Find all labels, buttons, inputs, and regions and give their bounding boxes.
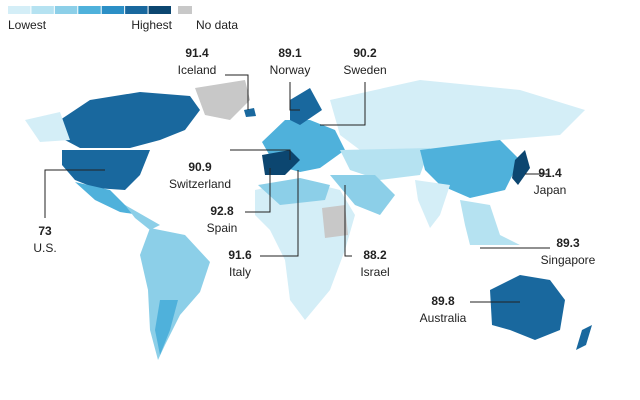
legend-high-label: Highest [131, 18, 172, 32]
callout-value: 73 [38, 224, 52, 238]
legend-swatch [8, 6, 31, 14]
callout-name: Sweden [343, 63, 386, 77]
central-america [125, 205, 160, 230]
callout-name: Singapore [541, 253, 596, 267]
leader-line [245, 168, 271, 213]
leader-line [289, 82, 300, 111]
callout-name: Israel [360, 265, 389, 279]
callout-value: 88.2 [363, 248, 387, 262]
callout-value: 90.9 [188, 160, 212, 174]
legend-no-data-swatch [178, 6, 192, 14]
legend-swatch [54, 6, 78, 14]
callout-value: 91.4 [185, 46, 209, 60]
greenland [195, 80, 250, 120]
china [420, 140, 520, 198]
callout-name: Spain [207, 221, 238, 235]
leader-line [44, 169, 105, 218]
mexico [75, 182, 140, 215]
middle-east [330, 175, 395, 215]
callout-name: Italy [229, 265, 251, 279]
central-asia [340, 148, 430, 180]
legend-no-data-label: No data [196, 18, 238, 32]
legend: Lowest Highest No data [8, 6, 238, 32]
russia [330, 80, 585, 150]
leader-lines [44, 74, 550, 303]
callout-name: U.S. [33, 241, 56, 255]
leader-line [260, 170, 299, 257]
sudan [322, 205, 348, 238]
argentina [155, 300, 178, 355]
legend-low-label: Lowest [8, 18, 47, 32]
leader-line [225, 74, 249, 110]
callout-value: 89.1 [278, 46, 302, 60]
leader-line [344, 185, 352, 257]
scandinavia [290, 88, 322, 125]
alaska [25, 112, 70, 142]
callout-name: Norway [270, 63, 311, 77]
callout-value: 91.4 [538, 166, 562, 180]
callout-name: Australia [420, 311, 467, 325]
canada [60, 92, 200, 148]
legend-swatch [125, 6, 148, 14]
legend-swatch [148, 6, 171, 14]
north-africa [258, 178, 330, 205]
leader-line [320, 82, 366, 126]
new-zealand [576, 325, 592, 350]
land [25, 80, 592, 360]
leader-line [230, 149, 291, 160]
japan [512, 150, 530, 185]
southeast-asia [460, 200, 520, 245]
callouts: 91.4 Iceland 89.1 Norway 90.2 Sweden 90.9 Switz… [33, 46, 595, 325]
australia [490, 275, 565, 340]
callout-value: 90.2 [353, 46, 377, 60]
usa [62, 150, 150, 190]
callout-name: Iceland [178, 63, 217, 77]
iceland-shape [244, 108, 256, 117]
callout-value: 89.8 [431, 294, 455, 308]
callout-value: 89.3 [556, 236, 580, 250]
legend-swatch [101, 6, 125, 14]
callout-value: 92.8 [210, 204, 234, 218]
south-america [140, 228, 210, 360]
legend-swatch [78, 6, 101, 14]
callout-name: Switzerland [169, 177, 231, 191]
callout-value: 91.6 [228, 248, 252, 262]
india [415, 180, 450, 228]
callout-name: Japan [534, 183, 567, 197]
legend-swatch [31, 6, 54, 14]
